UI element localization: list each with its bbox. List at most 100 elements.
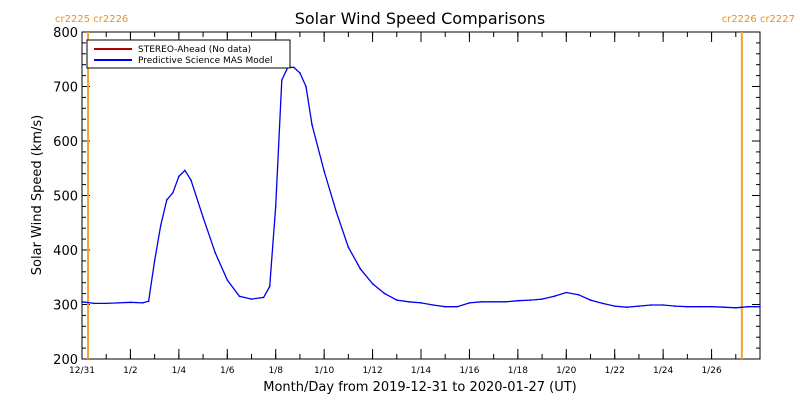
x-tick-label: 1/12	[362, 366, 382, 376]
data-point	[505, 301, 507, 303]
data-point	[722, 306, 725, 309]
x-tick-label: 1/18	[508, 366, 528, 376]
series-line-mas-model	[81, 66, 760, 309]
data-point	[268, 285, 271, 288]
data-point	[159, 224, 162, 227]
x-tick-label: 1/10	[314, 366, 334, 376]
data-point	[674, 305, 677, 307]
x-tick-label: 1/26	[701, 366, 721, 376]
carrington-label: cr2225 cr2226	[55, 14, 128, 25]
data-point	[759, 305, 761, 308]
x-tick-label: 1/22	[605, 366, 625, 376]
y-tick-label: 300	[53, 299, 78, 314]
y-tick-label: 500	[53, 190, 78, 205]
x-tick-label: 1/16	[459, 366, 479, 376]
plot-area	[81, 31, 761, 360]
data-point	[226, 279, 229, 281]
data-point	[117, 302, 120, 304]
data-point	[105, 302, 107, 305]
data-point	[172, 192, 174, 194]
y-tick-label: 400	[53, 244, 78, 259]
data-point	[281, 79, 283, 81]
x-tick-label: 1/14	[411, 366, 431, 376]
legend-box	[86, 39, 291, 69]
data-point	[166, 199, 168, 201]
data-point	[214, 251, 216, 254]
data-point	[553, 295, 555, 298]
data-point	[468, 302, 471, 304]
y-tick-label: 600	[53, 135, 78, 150]
data-point	[93, 302, 95, 305]
data-point	[396, 299, 398, 301]
data-point	[492, 301, 495, 303]
data-point	[638, 305, 640, 307]
legend: STEREO-Ahead (No data)Predictive Science…	[86, 39, 291, 69]
data-point	[456, 305, 459, 308]
y-axis-ticks: 200 300 400 500 600 700 800	[53, 26, 760, 368]
data-point	[747, 305, 749, 308]
data-point	[698, 305, 701, 308]
data-point	[262, 296, 265, 299]
data-point	[311, 123, 313, 126]
x-tick-label: 1/20	[556, 366, 576, 376]
data-point	[408, 301, 410, 303]
plot-frame	[81, 31, 761, 360]
series-layer	[81, 66, 761, 309]
data-point	[305, 85, 307, 88]
data-point	[129, 301, 132, 304]
data-point	[250, 298, 253, 300]
data-point	[601, 302, 604, 305]
data-point	[178, 175, 180, 178]
y-tick-label: 800	[53, 26, 78, 41]
data-point	[686, 305, 689, 308]
data-point	[541, 298, 543, 300]
data-point	[480, 301, 483, 303]
data-point	[529, 299, 531, 301]
data-point	[202, 216, 204, 219]
data-point	[710, 305, 713, 308]
data-point	[153, 260, 156, 262]
data-point	[626, 306, 628, 309]
data-point	[565, 291, 568, 294]
data-point	[293, 66, 295, 69]
x-axis-label: Month/Day from 2019-12-31 to 2020-01-27 …	[263, 380, 576, 395]
y-tick-label: 700	[53, 81, 78, 96]
chart-title: Solar Wind Speed Comparisons	[295, 9, 546, 28]
data-point	[299, 72, 301, 74]
carrington-labels: cr2225 cr2226 cr2226 cr2227	[55, 14, 795, 25]
data-point	[577, 293, 580, 296]
data-point	[371, 283, 374, 285]
x-tick-label: 1/2	[123, 366, 137, 376]
y-tick-label: 200	[53, 353, 78, 368]
carrington-label: cr2226 cr2227	[722, 14, 795, 25]
x-tick-label: 1/24	[653, 366, 673, 376]
data-point	[190, 179, 192, 181]
data-point	[589, 299, 592, 301]
x-tick-label: 1/4	[172, 366, 187, 376]
data-point	[274, 205, 277, 208]
data-point	[735, 307, 737, 309]
data-point	[323, 170, 325, 172]
data-point	[432, 304, 434, 306]
data-point	[517, 299, 519, 302]
carrington-rotation-lines	[87, 32, 743, 359]
legend-entry: Predictive Science MAS Model	[138, 56, 273, 66]
x-tick-label: 1/8	[268, 366, 283, 376]
data-point	[347, 246, 350, 249]
data-point	[444, 305, 447, 308]
data-point	[662, 304, 664, 306]
x-tick-label: 12/31	[69, 366, 95, 376]
data-point	[335, 211, 338, 213]
x-tick-label: 1/6	[220, 366, 235, 376]
data-point	[147, 300, 150, 303]
data-point	[383, 292, 386, 295]
data-point	[184, 169, 186, 172]
data-point	[359, 268, 362, 270]
data-point	[238, 295, 241, 298]
legend-entry: STEREO-Ahead (No data)	[138, 45, 251, 55]
y-axis-label: Solar Wind Speed (km/s)	[30, 115, 45, 275]
x-axis-ticks: 12/31 1/2 1/4 1/6 1/8 1/10 1/12 1/14 1/16 1/18 1/2…	[69, 32, 761, 376]
data-point	[81, 301, 83, 303]
data-point	[141, 302, 144, 304]
